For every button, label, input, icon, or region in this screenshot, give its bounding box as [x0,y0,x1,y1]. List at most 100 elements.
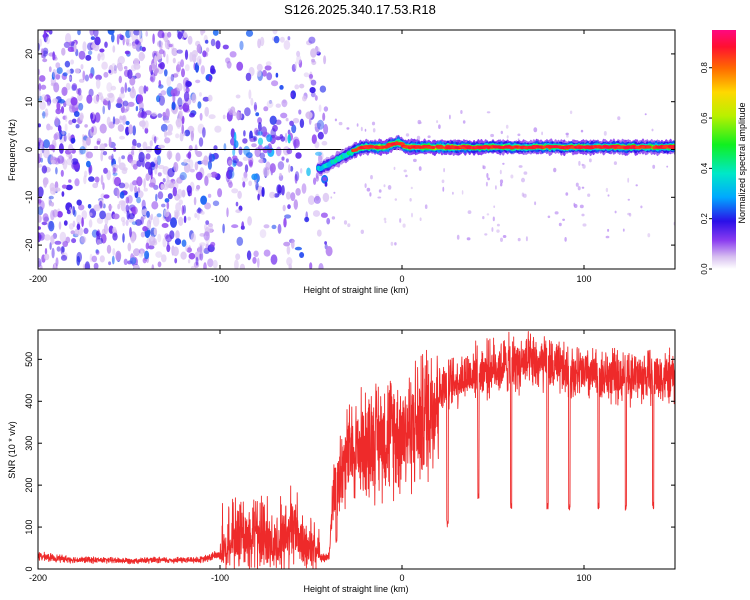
spectrogram-cell [502,235,507,238]
spectrogram-cell [89,30,95,36]
spectrogram-cell [245,72,252,82]
spectrogram-cell [164,69,168,77]
spectrogram-cell [460,110,463,114]
spectrogram-cell [206,223,214,234]
spectrogram-cell [279,85,284,90]
spectrogram-cell [107,205,113,209]
spectrogram-cell [106,170,111,181]
spectrogram-cell [161,254,167,263]
spectrogram-cell [466,237,471,241]
spectrogram-cell [204,202,212,210]
spectrogram-cell [65,114,68,122]
spectrogram-cell [70,137,76,144]
spectrogram-cell [290,165,294,172]
spectrogram-cell [207,160,212,170]
spectrogram-cell [116,98,123,104]
spectrogram-cell [54,187,61,192]
spectrogram-cell [347,223,351,228]
spectrogram-cell [467,210,472,215]
spectrogram-cell [291,124,297,134]
spectrogram-ridge-cell [551,145,560,149]
spectrogram-cell [118,156,121,165]
spectrogram-cell [127,101,135,107]
spectrogram-cell [60,254,68,261]
spectrogram-cell [59,231,67,243]
spectrogram-cell [564,237,567,242]
spectrogram-cell [290,192,296,202]
spectrogram-cell [40,48,44,59]
spectrogram-cell [119,92,125,99]
spectrogram-cell [76,223,81,230]
spectrogram-cell [183,81,186,93]
spectrogram-cell [308,74,314,79]
spectrogram-cell [80,63,84,70]
spectrogram-cell [271,224,277,230]
spectrogram-cell [285,158,289,163]
spectrogram-cell [199,251,204,261]
spectrogram-cell [195,79,201,84]
spectrogram-cell [81,210,88,220]
spectrogram-cell [157,233,162,243]
spectrogram-cell [77,93,83,102]
spectrogram-cell [132,163,138,170]
spectrogram-cell [157,113,163,118]
spectrogram-cell [225,57,231,64]
spectrogram-cell [163,119,170,124]
spectrogram-cell [281,99,288,108]
spectrogram-cell [313,177,317,185]
spectrogram-cell [89,212,93,217]
spectrogram-cell [138,30,142,39]
spectrogram-cell [199,112,203,121]
spectrogram-cell [499,169,502,175]
spectrogram-cell [111,33,115,43]
spectrogram-cell [251,143,257,148]
spectrogram-cell [72,220,76,228]
spectrogram-cell [207,94,213,102]
spectrogram-cell [233,140,239,149]
spectrogram-cell [71,118,77,124]
spectrogram-cell [217,188,223,198]
spectrogram-cell [176,177,183,184]
spectrogram-cell [279,36,285,43]
spectrogram-cell [154,68,159,74]
spectrogram-cell [77,30,81,36]
spectrogram-cell [288,164,291,173]
spectrogram-cell [157,191,164,200]
spectrogram-cell [61,246,65,253]
spectrogram-cell [304,216,310,223]
spectrogram-cell [163,209,170,218]
spectrogram-cell [125,219,129,226]
spectrogram-cell [142,257,147,264]
spectrogram-cell [93,204,101,212]
spectrogram-cell [95,249,100,255]
spectrogram-cell [202,96,210,102]
spectrogram-cell [462,120,466,124]
spectrogram-cell [66,69,71,74]
spectrogram-cell [333,191,336,194]
spectrogram-cell [204,106,209,117]
spectrogram-cell [416,135,421,141]
spectrogram-cell [228,181,233,188]
spectrogram-cell [244,164,249,173]
spectrogram-cell [42,47,49,55]
spectrogram-cell [53,265,57,269]
spectrogram-cell [214,125,222,133]
spectrogram-cell [155,193,158,202]
spectrogram-cell [587,193,591,197]
spectrogram-cell [78,50,86,60]
spectrogram-cell [106,82,113,93]
spectrogram-cell [115,102,123,108]
spectrogram-cell [133,57,140,67]
spectrogram-cell [61,47,66,56]
spectrogram-cell [303,72,310,78]
spectrogram-cell [112,213,120,220]
spectrogram-cell [324,181,328,187]
spectrogram-cell [266,134,273,143]
spectrogram-cell [184,64,190,72]
spectrogram-cell [84,261,90,269]
spectrogram-cell [99,255,105,263]
spectrogram-cell [57,155,64,164]
spectrogram-cell [111,153,114,164]
spectrogram-cells [38,30,675,269]
spectrogram-cell [54,116,59,126]
